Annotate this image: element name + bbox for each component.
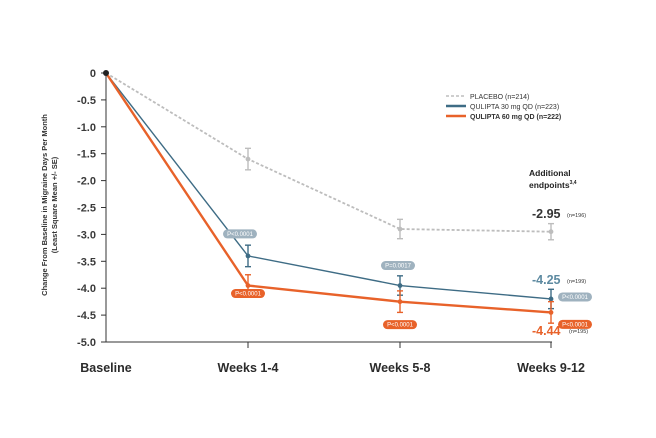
p-value-label: P<0.0001 (562, 322, 589, 328)
y-tick-label: -3.5 (77, 256, 96, 268)
additional-endpoints-sup: 3,4 (570, 180, 577, 186)
y-tick-label: -4.0 (77, 283, 96, 295)
legend-label-60mg: QULIPTA 60 mg QD (n=222) (470, 114, 561, 121)
p-value-label: P<0.0001 (227, 232, 254, 238)
data-point (397, 226, 403, 232)
data-point (548, 229, 554, 235)
y-tick-label: -2.0 (77, 176, 96, 188)
x-tick-label: Weeks 5-8 (370, 361, 431, 375)
series-line-2 (105, 72, 552, 314)
legend-label-placebo: PLACEBO (n=214) (470, 94, 529, 101)
y-tick-label: -5.0 (77, 337, 96, 349)
series-line-1 (105, 72, 552, 300)
additional-endpoints-line2: endpoints3,4 (529, 180, 577, 190)
p-value-pill (558, 319, 592, 329)
additional-endpoints-line1: Additional (529, 168, 571, 178)
y-tick-label: 0 (90, 68, 96, 80)
x-tick-label: Weeks 9-12 (517, 361, 585, 375)
p-value-pill (558, 292, 592, 302)
x-tick-label: Baseline (80, 361, 131, 375)
end-value-n: (n=196) (567, 213, 586, 219)
y-tick-label: -4.5 (77, 310, 96, 322)
y-tick-label: -0.5 (77, 95, 96, 107)
p-value-pill (383, 320, 417, 330)
annotation-layer: P<0.0001 P=0.0017 P<0.0001 P<0.0001 P<0.0001… (223, 207, 592, 338)
data-point (548, 310, 554, 315)
y-tick-label: -2.5 (77, 203, 96, 215)
series-layer (103, 70, 554, 324)
data-point (397, 283, 403, 288)
end-value: -4.25 (532, 273, 561, 287)
legend-label-30mg: QULIPTA 30 mg QD (n=223) (470, 104, 559, 111)
x-tick-label: Weeks 1-4 (218, 361, 279, 375)
end-value-n: (n=199) (567, 279, 586, 285)
data-point (245, 283, 251, 288)
y-axis-label-line2: (Least Square Mean +/- SE) (50, 156, 59, 253)
p-value-pill (231, 289, 265, 299)
data-point (397, 299, 403, 305)
p-value-pill (223, 229, 257, 239)
legend: PLACEBO (n=214) QULIPTA 30 mg QD (n=223)… (446, 94, 561, 121)
y-tick-label: -1.0 (77, 122, 96, 134)
p-value-label: P=0.0017 (385, 264, 412, 270)
end-value-n: (n=195) (569, 329, 588, 335)
y-tick-label: -3.0 (77, 229, 96, 241)
y-ticks: 0 -0.5 -1.0 -1.5 -2.0 -2.5 -3.0 -3.5 -4.0 -4.5 -5.… (77, 68, 106, 349)
baseline-point (103, 70, 109, 76)
data-point (245, 156, 251, 162)
x-ticks: Baseline Weeks 1-4 Weeks 5-8 Weeks 9-12 (80, 342, 585, 375)
p-value-label: P<0.0001 (562, 295, 589, 301)
y-axis-label: Change From Baseline in Migraine Days Pe… (40, 114, 59, 296)
end-value: -4.44 (532, 324, 561, 338)
y-tick-label: -1.5 (77, 149, 96, 161)
data-point (548, 296, 554, 302)
p-value-pill (381, 261, 415, 271)
y-axis-label-line1: Change From Baseline in Migraine Days Pe… (40, 114, 49, 296)
p-value-label: P<0.0001 (235, 292, 262, 298)
data-point (245, 253, 251, 259)
p-value-label: P<0.0001 (387, 323, 414, 329)
end-value: -2.95 (532, 207, 561, 221)
